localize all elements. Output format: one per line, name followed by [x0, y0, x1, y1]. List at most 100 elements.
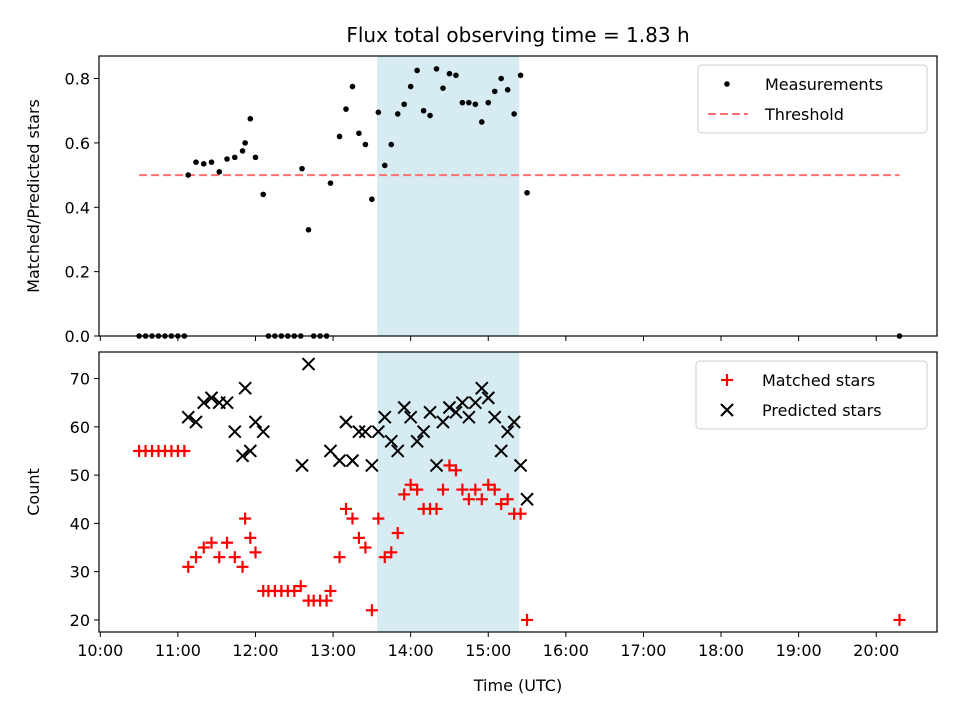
chart-title: Flux total observing time = 1.83 h [346, 23, 689, 47]
matched-star-point [340, 502, 353, 515]
predicted-star-point [436, 415, 450, 429]
predicted-star-point-b [228, 424, 242, 439]
measurement-point [511, 111, 517, 117]
x-tick-label: 19:00 [776, 641, 822, 660]
measurement-point [224, 156, 230, 162]
predicted-star-point-b [371, 424, 386, 439]
predicted-star-points [181, 357, 534, 506]
y-tick-label: 50 [70, 466, 90, 485]
measurement-point [401, 101, 407, 108]
predicted-star-point-b [449, 405, 463, 420]
measurement-point [343, 106, 349, 112]
matched-star-point [228, 551, 241, 564]
predicted-star-point-b [301, 357, 316, 371]
predicted-star-point [256, 424, 270, 439]
predicted-star-point [365, 458, 379, 473]
measurement-point [252, 154, 259, 161]
predicted-star-point-b [345, 453, 360, 468]
predicted-star-point-b [248, 415, 263, 429]
predicted-star-point-b [513, 458, 528, 473]
matched-star-point [391, 527, 404, 540]
top-axes-frame [98, 55, 938, 337]
predicted-star-point-b [455, 395, 470, 410]
predicted-star-point-b [500, 424, 515, 439]
matched-star-point [288, 584, 301, 597]
matched-star-point [320, 594, 333, 607]
measurement-point [247, 115, 254, 122]
matched-star-point [430, 502, 443, 515]
matched-star-point [239, 512, 252, 525]
measurement-point [231, 154, 238, 161]
predicted-star-point-b [181, 410, 195, 424]
predicted-star-point [238, 381, 252, 395]
matched-star-point [449, 464, 462, 477]
top-x-ticks [99, 336, 877, 341]
predicted-star-point-b [339, 415, 353, 429]
matched-star-point [475, 493, 488, 506]
top-panel: 0.00.20.40.60.8 Matched/Predicted stars … [24, 55, 938, 346]
measurement-point [362, 141, 369, 148]
matched-star-point [501, 493, 514, 506]
legend-matched-label: Matched stars [762, 371, 875, 390]
matched-star-point [893, 613, 906, 626]
measurement-point [185, 172, 192, 178]
x-tick-label: 16:00 [543, 641, 589, 660]
predicted-star-point [442, 400, 457, 415]
measurement-point [369, 196, 375, 203]
predicted-star-point-b [436, 415, 450, 429]
x-tick-label: 15:00 [465, 641, 511, 660]
predicted-star-point-b [475, 381, 489, 395]
y-tick-label: 70 [70, 370, 90, 389]
measurement-point [388, 141, 395, 148]
matched-star-point [469, 483, 482, 496]
predicted-star-point-b [507, 415, 521, 429]
predicted-star-point [371, 424, 386, 439]
predicted-star-point [455, 395, 470, 410]
observing-window-span-bottom [377, 352, 520, 632]
predicted-star-point [494, 444, 508, 458]
predicted-star-point-b [256, 424, 270, 439]
measurement-point [327, 180, 334, 186]
predicted-star-point-b [238, 381, 252, 395]
measurement-point [459, 99, 466, 106]
predicted-star-point-b [352, 424, 366, 439]
matched-star-point [189, 551, 202, 564]
measurement-point [208, 159, 215, 166]
predicted-star-point-b [204, 391, 219, 405]
predicted-star-point-b [403, 410, 418, 424]
predicted-star-point-b [378, 410, 392, 424]
measurement-point [216, 169, 223, 175]
x-tick-label: 17:00 [620, 641, 666, 660]
matched-star-point [462, 493, 475, 506]
measurement-point [472, 101, 479, 108]
predicted-star-point [228, 424, 242, 439]
measurement-point [305, 226, 312, 233]
top-legend: Measurements Threshold [697, 64, 928, 134]
matched-star-point [244, 531, 257, 544]
legend-measurements-marker [724, 81, 730, 87]
measurement-point [485, 99, 492, 106]
legend-measurements-label: Measurements [765, 75, 883, 94]
x-tick-label: 20:00 [853, 641, 899, 660]
predicted-star-point [358, 424, 373, 439]
predicted-star-point [403, 410, 418, 424]
predicted-star-point [243, 444, 258, 458]
bottom-y-ticks: 20 30 40 50 60 70 [70, 370, 99, 630]
legend-predicted-label: Predicted stars [762, 401, 882, 420]
x-tick-label: 14:00 [388, 641, 434, 660]
predicted-star-point-b [468, 395, 483, 410]
y-tick-label: 0.2 [65, 263, 90, 282]
y-tick-label: 0.4 [65, 198, 90, 217]
matched-star-point [521, 613, 534, 626]
predicted-star-point-b [220, 395, 234, 410]
matched-star-point [385, 546, 398, 559]
predicted-star-point [513, 458, 528, 473]
measurement-point [524, 189, 530, 196]
measurement-point [381, 162, 388, 169]
predicted-star-point [397, 400, 411, 415]
measurement-point [498, 75, 504, 82]
predicted-star-point-b [365, 458, 379, 473]
measurement-point [517, 72, 524, 79]
predicted-star-point [488, 410, 502, 424]
y-tick-label: 0.0 [65, 327, 90, 346]
